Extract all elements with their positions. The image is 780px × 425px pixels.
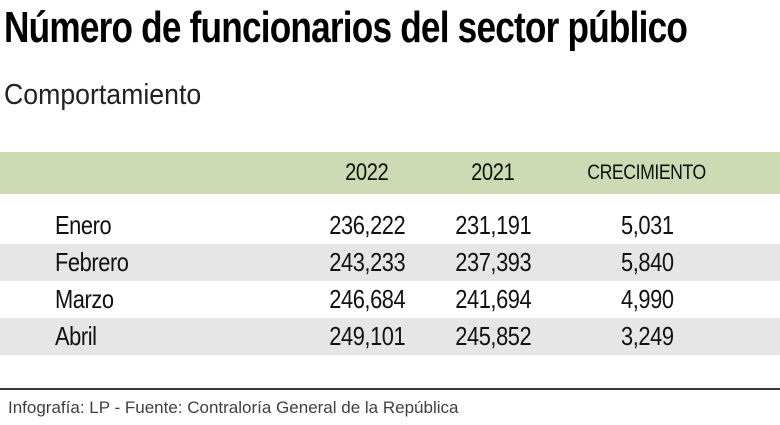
value-growth: 4,990: [620, 284, 674, 314]
table-row-abril: Abril 249,101 245,852 3,249: [0, 318, 780, 355]
table-header-crecimiento: CRECIMIENTO: [552, 161, 742, 185]
table-body: Enero 236,222 231,191 5,031 Febrero 243,…: [0, 207, 780, 355]
value-growth: 5,840: [620, 247, 674, 277]
column-label-2022: 2022: [345, 159, 389, 186]
month-label: Enero: [55, 210, 112, 240]
month-cell: Febrero: [0, 247, 300, 278]
value-growth-cell: 5,031: [552, 210, 742, 241]
footer-divider: [0, 388, 780, 390]
table-row-febrero: Febrero 243,233 237,393 5,840: [0, 244, 780, 281]
page-title: Número de funcionarios del sector públic…: [4, 3, 688, 52]
value-2021: 241,694: [454, 284, 531, 314]
value-2022-cell: 243,233: [300, 247, 434, 278]
table-row-enero: Enero 236,222 231,191 5,031: [0, 207, 780, 244]
value-growth: 5,031: [620, 210, 674, 240]
value-growth: 3,249: [620, 321, 674, 351]
value-2021-cell: 237,393: [434, 247, 552, 278]
value-2021: 245,852: [454, 321, 531, 351]
value-2022: 249,101: [328, 321, 405, 351]
table-header-2022: 2022: [300, 159, 434, 187]
value-2021: 237,393: [454, 247, 531, 277]
column-label-crecimiento: CRECIMIENTO: [587, 161, 707, 184]
month-cell: Marzo: [0, 284, 300, 315]
value-2021-cell: 241,694: [434, 284, 552, 315]
month-label: Marzo: [55, 284, 114, 314]
table-header-2021: 2021: [434, 159, 552, 187]
column-label-2021: 2021: [471, 159, 515, 186]
value-2022-cell: 249,101: [300, 321, 434, 352]
value-2021-cell: 245,852: [434, 321, 552, 352]
value-2022: 243,233: [328, 247, 405, 277]
value-growth-cell: 3,249: [552, 321, 742, 352]
value-growth-cell: 4,990: [552, 284, 742, 315]
month-cell: Enero: [0, 210, 300, 241]
month-label: Abril: [55, 321, 97, 351]
month-label: Febrero: [55, 247, 129, 277]
month-cell: Abril: [0, 321, 300, 352]
value-growth-cell: 5,840: [552, 247, 742, 278]
table-row-marzo: Marzo 246,684 241,694 4,990: [0, 281, 780, 318]
value-2021: 231,191: [454, 210, 531, 240]
value-2022-cell: 246,684: [300, 284, 434, 315]
footer-credit: Infografía: LP - Fuente: Contraloría Gen…: [8, 398, 459, 417]
table-header-row: 2022 2021 CRECIMIENTO: [0, 152, 780, 194]
value-2022: 246,684: [328, 284, 405, 314]
value-2022: 236,222: [328, 210, 405, 240]
value-2022-cell: 236,222: [300, 210, 434, 241]
subtitle: Comportamiento: [4, 79, 202, 111]
value-2021-cell: 231,191: [434, 210, 552, 241]
